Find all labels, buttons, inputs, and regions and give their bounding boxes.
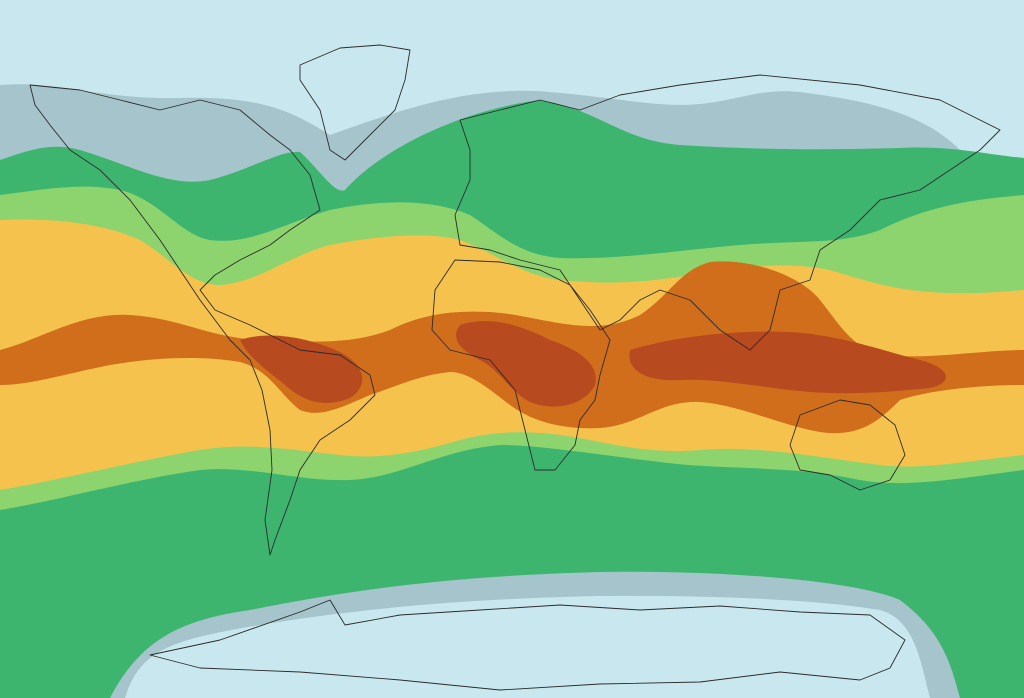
coastline — [149, 599, 906, 691]
coastline — [431, 259, 611, 471]
coastline — [29, 84, 376, 556]
humid-core-zone — [456, 320, 596, 407]
antarctic-zone — [125, 595, 930, 698]
humid-core-zone — [240, 335, 363, 403]
humid-core-zone — [629, 331, 947, 394]
coastlines — [29, 44, 1001, 691]
coastline — [789, 399, 906, 491]
coastline — [454, 74, 1001, 351]
coastline — [299, 44, 411, 161]
